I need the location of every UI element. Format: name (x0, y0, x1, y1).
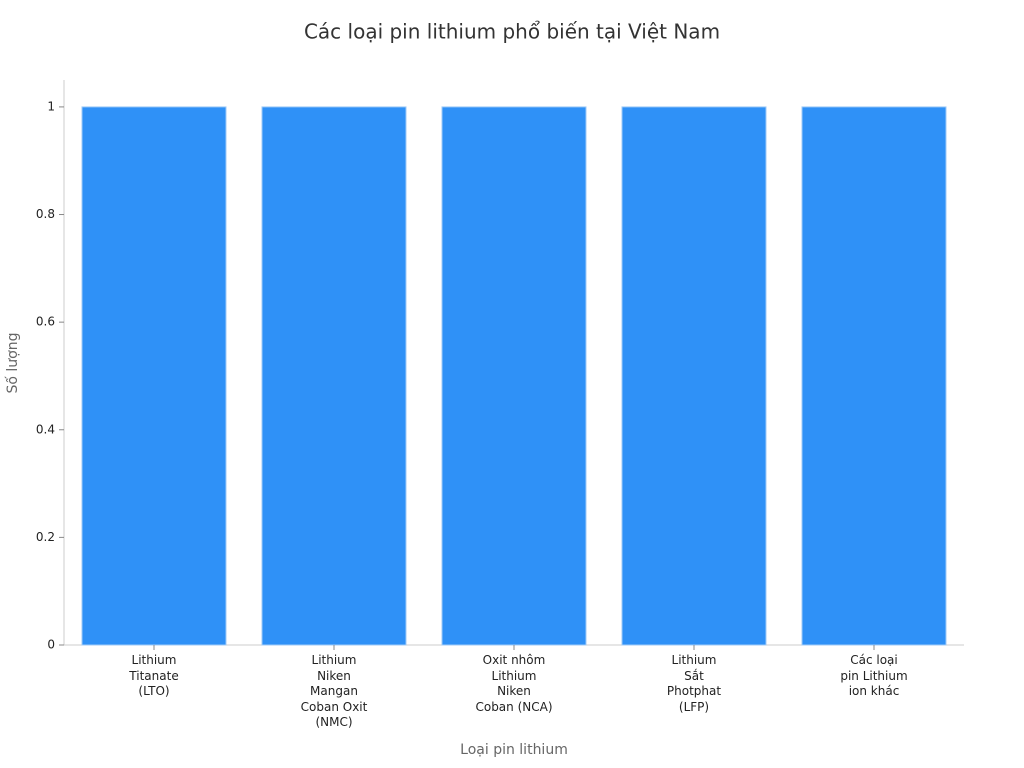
y-tick-label: 0.8 (36, 207, 55, 221)
y-axis-label: Số lượng (4, 333, 21, 394)
x-tick-label: Oxit nhôm Lithium Niken Coban (NCA) (475, 653, 553, 714)
bar (621, 106, 767, 646)
y-tick-label: 0.6 (36, 315, 55, 329)
y-tick-label: 0 (47, 638, 55, 652)
y-tick-label: 0.2 (36, 530, 55, 544)
bar (261, 106, 407, 646)
bar (81, 106, 227, 646)
bar (441, 106, 587, 646)
x-axis-label: Loại pin lithium (460, 742, 568, 758)
bar (801, 106, 947, 646)
x-tick-label: Lithium Titanate (LTO) (129, 653, 179, 698)
x-tick-label: Các loại pin Lithium ion khác (840, 653, 908, 698)
y-tick-label: 1 (47, 99, 55, 113)
x-tick-label: Lithium Sắt Photphat (LFP) (666, 653, 722, 714)
x-tick-label: Lithium Niken Mangan Coban Oxit (NMC) (300, 653, 368, 729)
chart-title: Các loại pin lithium phổ biến tại Việt N… (304, 20, 720, 44)
y-tick-label: 0.4 (36, 422, 55, 436)
